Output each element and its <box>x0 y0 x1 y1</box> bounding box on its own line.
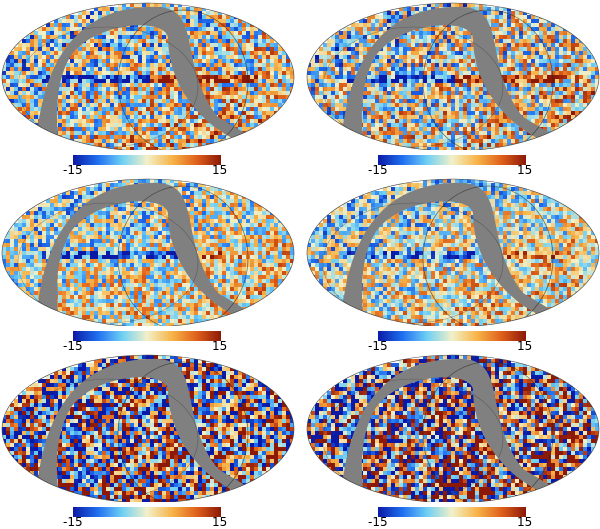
sky-map <box>305 176 600 326</box>
colorbar-max-label: 15 <box>212 516 227 528</box>
colorbar <box>73 155 221 165</box>
panel-1: -15 15 <box>0 0 300 176</box>
colorbar-max-label: 15 <box>212 164 227 176</box>
colorbar-min-label: -15 <box>368 340 388 352</box>
colorbar <box>73 331 221 341</box>
sky-map <box>0 352 296 502</box>
panel-3: -15 15 <box>0 176 300 352</box>
colorbar <box>378 331 526 341</box>
colorbar <box>378 507 526 517</box>
colorbar-min-label: -15 <box>63 340 83 352</box>
colorbar-min-label: -15 <box>368 164 388 176</box>
colorbar-max-label: 15 <box>212 340 227 352</box>
colorbar-max-label: 15 <box>517 340 532 352</box>
panel-4: -15 15 <box>305 176 600 352</box>
panel-5: -15 15 <box>0 352 300 528</box>
colorbar-min-label: -15 <box>368 516 388 528</box>
sky-map <box>0 0 296 150</box>
colorbar-min-label: -15 <box>63 164 83 176</box>
panel-6: -15 15 <box>305 352 600 528</box>
sky-map <box>305 0 600 150</box>
colorbar <box>73 507 221 517</box>
sky-map <box>305 352 600 502</box>
colorbar-max-label: 15 <box>517 164 532 176</box>
colorbar <box>378 155 526 165</box>
sky-map <box>0 176 296 326</box>
colorbar-max-label: 15 <box>517 516 532 528</box>
panel-2: -15 15 <box>305 0 600 176</box>
colorbar-min-label: -15 <box>63 516 83 528</box>
